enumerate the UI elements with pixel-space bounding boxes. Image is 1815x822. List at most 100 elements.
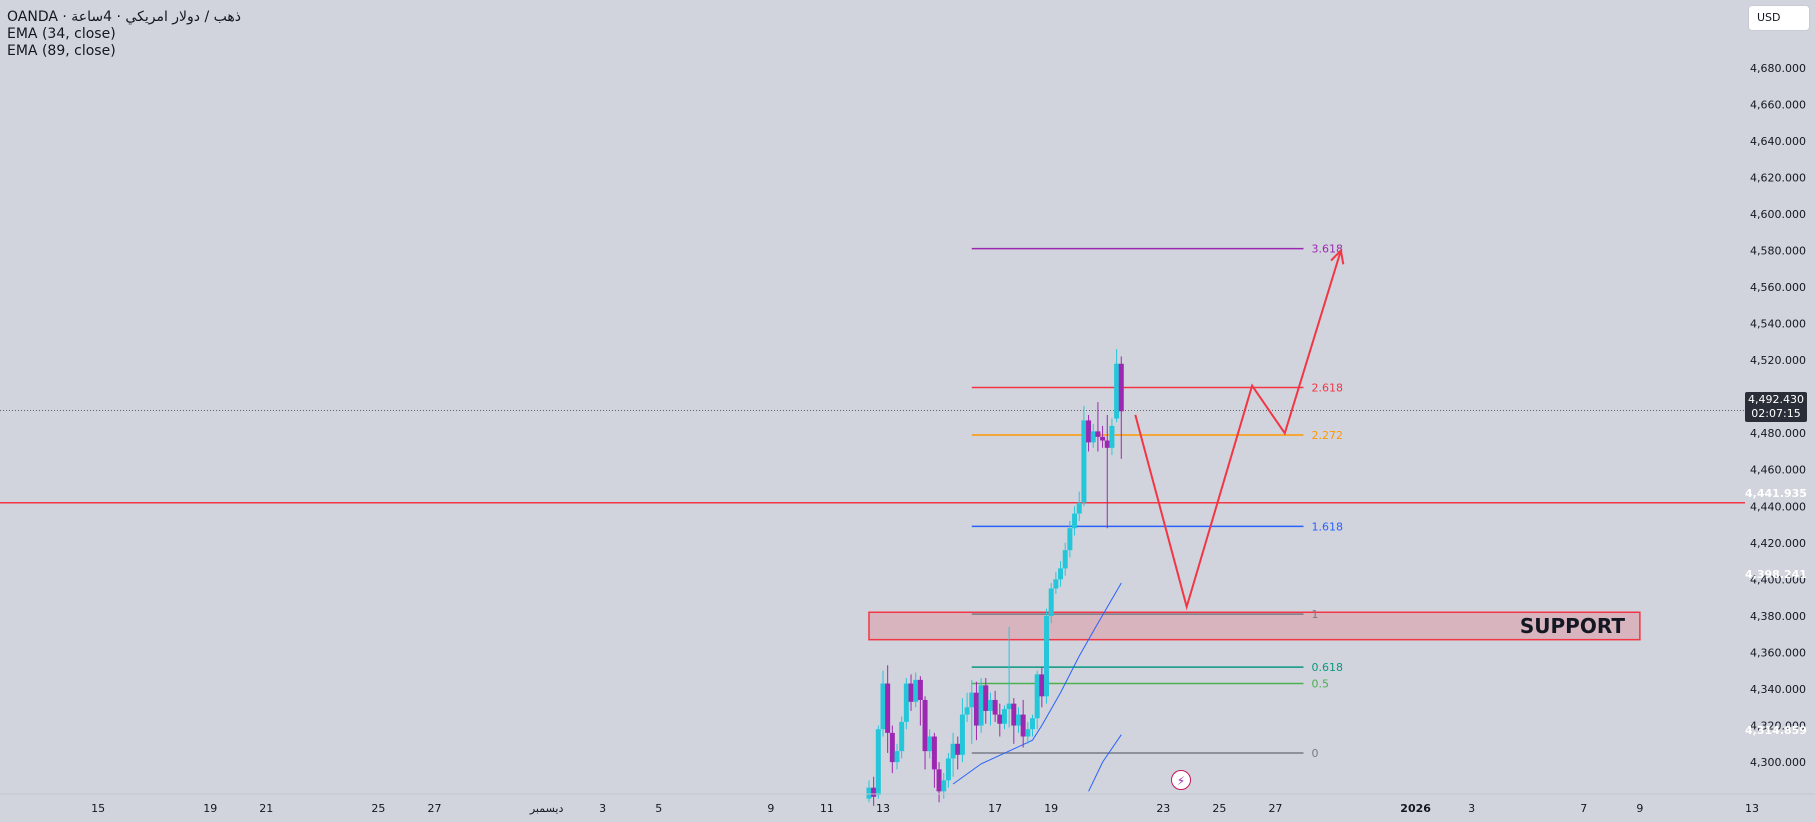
price-axis-label: 4,540.000 — [1750, 318, 1806, 331]
time-axis-label: 25 — [371, 802, 385, 815]
time-axis-label: 15 — [91, 802, 105, 815]
price-axis-label: 4,420.000 — [1750, 537, 1806, 550]
candle-body — [1025, 729, 1031, 737]
candle-body — [987, 699, 993, 711]
price-axis-label: 4,400.000 — [1750, 573, 1806, 586]
time-axis-label: 27 — [1268, 802, 1282, 815]
fib-level-label: 3.618 — [1311, 243, 1343, 256]
projection-layer — [1134, 248, 1345, 611]
time-axis-label: 5 — [655, 802, 662, 815]
candle-body — [1067, 528, 1073, 551]
candle-body — [983, 685, 989, 711]
candle-body — [1072, 513, 1078, 529]
ema-89-price-tag: 4,314.859 — [1745, 724, 1807, 737]
time-axis-label: 9 — [767, 802, 774, 815]
time-axis-label: 2026 — [1400, 802, 1431, 815]
candle-body — [1076, 502, 1082, 514]
price-axis-label: 4,320.000 — [1750, 720, 1806, 733]
support-label: SUPPORT — [1520, 614, 1625, 638]
candle-body — [959, 714, 965, 755]
time-axis-label: 11 — [820, 802, 834, 815]
candle-body — [885, 683, 891, 733]
candle-body — [899, 721, 905, 752]
candle-body — [1053, 579, 1059, 589]
time-axis-label: 13 — [1745, 802, 1759, 815]
fib-level-label: 2.618 — [1311, 382, 1343, 395]
candle-body — [978, 685, 984, 726]
candle-body — [945, 758, 951, 781]
candle-body — [936, 769, 942, 792]
currency-button[interactable]: USD — [1748, 5, 1810, 31]
candle-body — [922, 699, 928, 752]
support-zone — [868, 611, 1641, 641]
price-axis-label: 4,380.000 — [1750, 610, 1806, 623]
candle-body — [1118, 363, 1124, 412]
ema-34-line — [952, 582, 1122, 785]
candle-body — [955, 743, 961, 755]
candle-body — [964, 707, 970, 715]
candle-body — [917, 679, 923, 700]
time-axis-label: 7 — [1580, 802, 1587, 815]
legend-symbol[interactable]: OANDA · ذهب / دولار امريكي · 4ساعة — [7, 9, 242, 25]
candle-body — [1062, 550, 1068, 569]
projection-path — [1134, 250, 1342, 611]
time-axis-label: 19 — [203, 802, 217, 815]
time-axis-label: 27 — [427, 802, 441, 815]
price-axis-label: 4,660.000 — [1750, 98, 1806, 111]
candle-body — [941, 780, 947, 792]
time-axis-label: 3 — [599, 802, 606, 815]
ema-layer — [952, 582, 1122, 792]
candle-body — [969, 692, 975, 708]
time-axis-label: 3 — [1468, 802, 1475, 815]
candle-body — [1030, 718, 1036, 730]
price-axis-label: 4,480.000 — [1750, 427, 1806, 440]
time-axis-label: 19 — [1044, 802, 1058, 815]
candle-body — [1100, 436, 1106, 441]
candle-body — [1039, 674, 1045, 697]
candle-body — [1095, 431, 1101, 437]
candle-body — [903, 683, 909, 722]
current-price-tag: 4,492.430 02:07:15 — [1745, 392, 1807, 422]
price-axis-label: 4,460.000 — [1750, 464, 1806, 477]
price-axis-label: 4,640.000 — [1750, 135, 1806, 148]
price-axis-label: 4,600.000 — [1750, 208, 1806, 221]
lightning-icon[interactable]: ⚡ — [1171, 770, 1191, 790]
time-axis: 15 19 21 25 27 ديسمبر 3 5 9 11 13 17 19 23 25 27 2026 3 7 9… — [0, 793, 1815, 815]
candles-layer — [866, 349, 1124, 806]
fib-level-label: 0.5 — [1311, 678, 1329, 691]
candle-body — [1011, 703, 1017, 726]
price-axis-label: 4,360.000 — [1750, 646, 1806, 659]
candle-body — [1058, 568, 1064, 580]
chart-legend: OANDA · ذهب / دولار امريكي · 4ساعة EMA (… — [7, 9, 241, 60]
price-axis-label: 4,620.000 — [1750, 171, 1806, 184]
candle-body — [1015, 714, 1021, 726]
price-axis-label: 4,520.000 — [1750, 354, 1806, 367]
price-axis-label: 4,680.000 — [1750, 62, 1806, 75]
candle-body — [908, 683, 914, 702]
candle-body — [880, 683, 886, 730]
candle-body — [1104, 440, 1110, 448]
price-axis: 4,680.000 4,660.000 4,640.000 4,620.000 4,60… — [1750, 62, 1806, 769]
time-axis-label: 25 — [1212, 802, 1226, 815]
candle-body — [1114, 363, 1120, 419]
legend-ema-34[interactable]: EMA (34, close) — [7, 26, 116, 42]
current-price-value: 4,492.430 — [1748, 393, 1804, 406]
candle-body — [1034, 674, 1040, 719]
bar-countdown: 02:07:15 — [1751, 407, 1801, 420]
candle-body — [931, 736, 937, 770]
time-axis-label: 9 — [1636, 802, 1643, 815]
fib-level-label: 0 — [1311, 747, 1318, 760]
legend-ema-89[interactable]: EMA (89, close) — [7, 43, 116, 59]
candle-body — [866, 787, 872, 799]
fib-level-label: 0.618 — [1311, 661, 1343, 674]
candle-body — [1020, 714, 1026, 737]
candle-body — [871, 787, 877, 797]
time-axis-label: 13 — [876, 802, 890, 815]
candle-body — [1006, 703, 1012, 710]
horizontal-line-price-tag: 4,441.935 — [1745, 487, 1807, 500]
fib-level-label: 1 — [1311, 608, 1318, 621]
candle-body — [889, 732, 895, 763]
price-axis-label: 4,580.000 — [1750, 244, 1806, 257]
support-zone-layer: SUPPORT — [868, 611, 1641, 641]
